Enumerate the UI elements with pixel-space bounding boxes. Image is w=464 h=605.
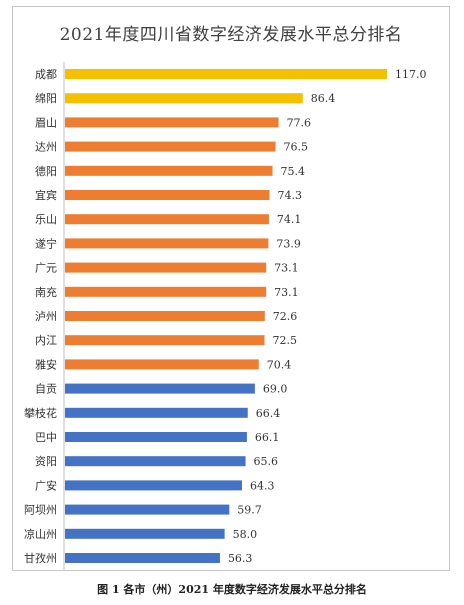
category-label: 巴中 bbox=[35, 431, 57, 444]
bar-3 bbox=[65, 141, 276, 152]
bar-20 bbox=[65, 553, 220, 563]
bar-16 bbox=[65, 456, 246, 467]
value-label: 72.5 bbox=[273, 334, 298, 347]
category-label: 宜宾 bbox=[35, 188, 57, 202]
value-label: 73.1 bbox=[274, 286, 299, 299]
category-label: 眉山 bbox=[35, 116, 57, 129]
bar-15 bbox=[65, 432, 247, 442]
category-label: 遂宁 bbox=[35, 236, 57, 250]
value-label: 66.4 bbox=[256, 407, 281, 420]
category-label: 乐山 bbox=[35, 213, 57, 226]
bar-5 bbox=[65, 190, 270, 200]
category-label: 内江 bbox=[35, 333, 57, 347]
category-label: 雅安 bbox=[35, 357, 57, 371]
bar-19 bbox=[65, 528, 225, 539]
value-label: 73.9 bbox=[276, 237, 301, 250]
value-label: 58.0 bbox=[233, 528, 258, 541]
bar-4 bbox=[65, 165, 273, 176]
value-label: 86.4 bbox=[311, 92, 336, 105]
category-label: 德阳 bbox=[35, 164, 57, 178]
bar-1 bbox=[65, 93, 303, 104]
bar-0 bbox=[65, 69, 387, 79]
bar-14 bbox=[65, 407, 248, 418]
bar-13 bbox=[65, 383, 255, 394]
value-label: 73.1 bbox=[274, 262, 299, 275]
value-label: 74.3 bbox=[277, 189, 302, 202]
value-label: 76.5 bbox=[284, 141, 309, 154]
value-label: 59.7 bbox=[237, 504, 261, 517]
category-label: 广元 bbox=[35, 262, 57, 275]
value-label: 74.1 bbox=[277, 213, 302, 226]
value-label: 65.6 bbox=[254, 455, 278, 468]
bar-9 bbox=[65, 286, 267, 297]
bar-18 bbox=[65, 504, 230, 515]
category-label: 攀枝花 bbox=[24, 406, 57, 420]
bar-6 bbox=[65, 214, 269, 225]
value-label: 66.1 bbox=[255, 431, 280, 444]
bar-10 bbox=[65, 311, 265, 321]
bar-7 bbox=[65, 238, 269, 249]
value-label: 75.4 bbox=[281, 165, 306, 178]
value-label: 56.3 bbox=[228, 552, 253, 565]
bar-12 bbox=[65, 359, 259, 370]
category-label: 自贡 bbox=[35, 383, 57, 396]
category-label: 成都 bbox=[35, 68, 57, 81]
bar-8 bbox=[65, 262, 267, 273]
category-label: 广安 bbox=[35, 478, 57, 492]
category-label: 资阳 bbox=[35, 455, 57, 468]
category-label: 甘孜州 bbox=[24, 551, 57, 565]
figure-caption: 图 1 各市（州）2021 年度数字经济发展水平总分排名 bbox=[97, 583, 367, 596]
category-label: 凉山州 bbox=[24, 527, 57, 541]
category-label: 泸州 bbox=[35, 310, 57, 323]
value-label: 72.6 bbox=[273, 310, 298, 323]
category-label: 绵阳 bbox=[35, 91, 57, 105]
category-label: 阿坝州 bbox=[24, 503, 57, 517]
bar-2 bbox=[65, 117, 279, 128]
value-label: 77.6 bbox=[287, 116, 312, 129]
value-label: 70.4 bbox=[267, 358, 292, 371]
chart-title: 2021年度四川省数字经济发展水平总分排名 bbox=[59, 25, 403, 45]
value-label: 69.0 bbox=[263, 383, 288, 396]
value-label: 117.0 bbox=[395, 68, 427, 81]
category-label: 达州 bbox=[35, 141, 57, 154]
bar-17 bbox=[65, 480, 242, 491]
category-label: 南充 bbox=[35, 285, 57, 299]
bar-11 bbox=[65, 335, 265, 346]
value-label: 64.3 bbox=[250, 479, 275, 492]
